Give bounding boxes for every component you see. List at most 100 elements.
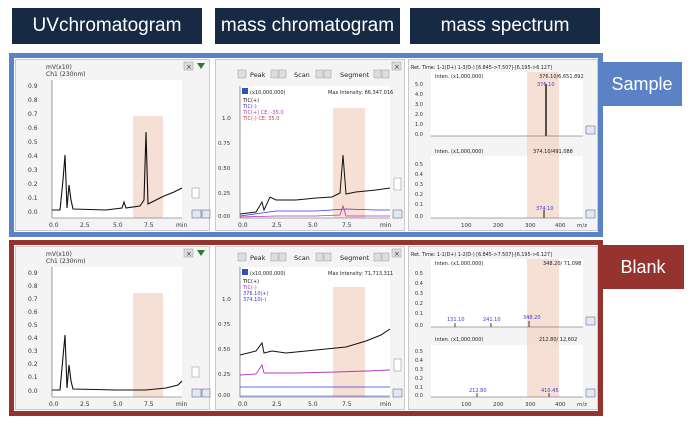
y-tick: 0.3 (415, 367, 423, 373)
filter-icon[interactable] (197, 63, 205, 69)
toolbar-peak[interactable]: Peak (250, 254, 266, 262)
peak-next-button[interactable] (278, 252, 287, 262)
zoom-icon[interactable] (191, 209, 202, 219)
tic-negative-trace (239, 363, 391, 376)
tic-positive-trace (239, 328, 391, 356)
y-tick: 0.50 (218, 347, 231, 353)
top-peak-label: 241.10 (483, 317, 501, 323)
segment-prev-button[interactable] (373, 69, 382, 79)
zoom-icon[interactable] (585, 209, 596, 219)
x-tick: min (176, 401, 188, 408)
scroll-handle[interactable] (191, 366, 200, 378)
highlight-region (333, 287, 365, 397)
y-tick: 0.6 (28, 309, 38, 316)
zoom-icon[interactable] (585, 316, 596, 326)
cursor-tool-icon[interactable] (237, 69, 247, 79)
bottom-peak-label: 410.45 (541, 388, 559, 394)
sample-row-frame (9, 53, 603, 237)
y-tick: 0.5 (415, 271, 423, 277)
header-uv-chromatogram: UVchromatogram (12, 8, 202, 44)
peak-prev-button[interactable] (270, 69, 279, 79)
y-tick: 0.2 (415, 301, 423, 307)
top-peak-label: 348.20 (523, 315, 541, 321)
top-intensity-label: Inten. (x1,000,000) (435, 74, 483, 80)
y-tick: 0.2 (28, 181, 38, 188)
header-mass-spectrum: mass spectrum (410, 8, 600, 44)
toolbar-segment[interactable]: Segment (340, 254, 370, 262)
y-tick: 0.7 (28, 296, 38, 303)
uv-unit-label: mV(x10) (46, 64, 72, 71)
highlight-region (527, 259, 559, 397)
bottom-base-peak: 212.80/ 12,602 (539, 337, 577, 343)
legend-item: TIC(+) (242, 98, 259, 104)
y-tick: 0.0 (415, 393, 423, 399)
scroll-handle[interactable] (393, 177, 402, 191)
y-tick: 0.3 (415, 291, 423, 297)
y-tick: 0.6 (28, 125, 38, 132)
close-glyph: × (394, 63, 400, 71)
filter-icon[interactable] (197, 250, 205, 256)
y-tick: 2.0 (415, 112, 423, 118)
y-tick: 0.1 (415, 202, 423, 208)
close-icon[interactable] (183, 248, 194, 258)
plot-area (240, 267, 390, 397)
zoom-icon[interactable] (392, 388, 403, 398)
highlight-region (133, 293, 163, 397)
zoom-icon[interactable] (585, 125, 596, 135)
peak-next-button[interactable] (278, 69, 287, 79)
toolbar-peak[interactable]: Peak (250, 71, 266, 79)
segment-next-button[interactable] (381, 69, 390, 79)
y-tick: 0.0 (28, 209, 38, 216)
segment-next-button[interactable] (381, 252, 390, 262)
bottom-peak-label: 212.80 (469, 388, 487, 394)
y-tick: 0.5 (28, 322, 38, 329)
bottom-y-ticks: 0.5 0.4 0.3 0.2 0.1 0.0 (415, 349, 423, 399)
scan-next-button[interactable] (323, 252, 332, 262)
y-tick: 0.2 (415, 376, 423, 382)
reset-icon[interactable] (201, 388, 211, 398)
scan-prev-button[interactable] (315, 69, 324, 79)
legend-item: 374.10(-) (243, 297, 266, 303)
legend-item: 376.10(+) (243, 291, 269, 297)
x-tick: 400 (555, 223, 566, 229)
max-intensity: Max Intensity: 71,713,311 (328, 271, 393, 277)
zoom-icon[interactable] (585, 388, 596, 398)
bottom-base-peak: 374.10/491,088 (533, 149, 573, 155)
retention-time-label: Ret. Time: 1-1(D+) 1-3(D-) [6.845->7.507… (411, 65, 552, 71)
close-icon[interactable] (391, 248, 402, 258)
scroll-handle[interactable] (393, 358, 402, 372)
scroll-handle[interactable] (191, 187, 200, 199)
y-tick: 0.50 (218, 166, 231, 172)
y-tick: 0.3 (28, 167, 38, 174)
y-tick: 0.4 (28, 153, 38, 160)
zoom-icon[interactable] (392, 209, 403, 219)
toolbar-scan[interactable]: Scan (294, 71, 310, 79)
x-axis-ticks: 100 200 300 400 m/z (461, 223, 587, 229)
close-icon[interactable] (183, 61, 194, 71)
scan-next-button[interactable] (323, 69, 332, 79)
y-tick: 0.3 (28, 348, 38, 355)
x-tick: 300 (525, 223, 536, 229)
peak-prev-button[interactable] (270, 252, 279, 262)
uv-unit-label: mV(x10) (46, 251, 72, 258)
toolbar-scan[interactable]: Scan (294, 254, 310, 262)
y-tick: 3.0 (415, 102, 423, 108)
blank-label: Blank (602, 245, 684, 289)
bottom-y-ticks: 0.5 0.4 0.3 0.2 0.1 0.0 (415, 162, 423, 220)
x-tick: m/z (577, 223, 587, 229)
x-tick: 5.0 (308, 222, 318, 229)
top-intensity-label: Inten. (x1,000,000) (435, 261, 483, 267)
highlight-region (333, 108, 365, 218)
reset-icon[interactable] (201, 209, 211, 219)
highlight-region (527, 72, 559, 218)
x-tick: 2.5 (272, 222, 282, 229)
zoom-icon[interactable] (191, 388, 202, 398)
scan-prev-button[interactable] (315, 252, 324, 262)
cursor-tool-icon[interactable] (237, 252, 247, 262)
toolbar-segment[interactable]: Segment (340, 71, 370, 79)
close-icon[interactable] (391, 61, 402, 71)
x-tick: 5.0 (113, 401, 123, 408)
tic-ce-positive-trace (239, 204, 390, 218)
segment-prev-button[interactable] (373, 252, 382, 262)
x-tick: 0.0 (49, 401, 59, 408)
